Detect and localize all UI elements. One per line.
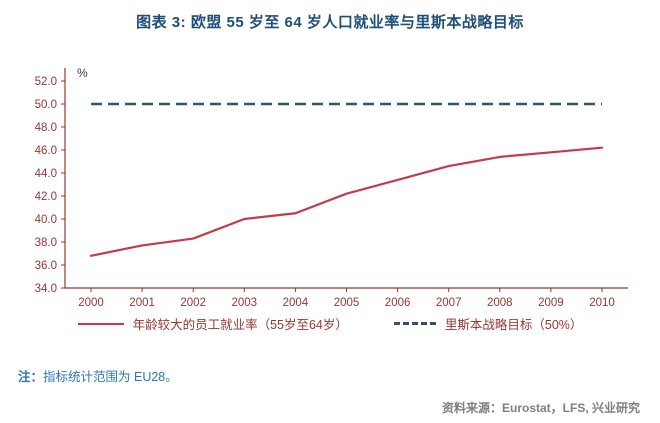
svg-text:2001: 2001: [129, 297, 155, 308]
svg-text:2000: 2000: [78, 297, 104, 308]
svg-text:2008: 2008: [487, 297, 513, 308]
chart-legend: 年龄较大的员工就业率（55岁至64岁） 里斯本战略目标（50%）: [0, 314, 660, 333]
svg-text:2003: 2003: [232, 297, 258, 308]
legend-label-employment-rate: 年龄较大的员工就业率（55岁至64岁）: [132, 318, 348, 332]
legend-solid-line-icon: [77, 322, 124, 325]
chart-title: 图表 3: 欧盟 55 岁至 64 岁人口就业率与里斯本战略目标: [136, 14, 524, 31]
footnote-label: 注：: [18, 370, 44, 384]
legend-dashed-line-icon: [393, 322, 436, 325]
svg-text:48.0: 48.0: [35, 122, 57, 134]
svg-text:40.0: 40.0: [35, 214, 57, 226]
legend-item-lisbon-target: 里斯本战略目标（50%）: [393, 314, 583, 333]
svg-text:%: %: [77, 66, 88, 80]
svg-text:50.0: 50.0: [35, 99, 57, 111]
employment-rate-line-chart: 34.0 36.0 38.0 40.0 42.0 44.0 46.0 48.0 50.0 52.0…: [35, 66, 628, 308]
svg-text:2010: 2010: [589, 297, 615, 308]
svg-text:46.0: 46.0: [35, 145, 57, 157]
footnote-text: 指标统计范围为 EU28。: [43, 370, 178, 384]
svg-text:2009: 2009: [538, 297, 564, 308]
svg-text:52.0: 52.0: [35, 76, 57, 88]
svg-text:2007: 2007: [436, 297, 462, 308]
svg-text:2005: 2005: [334, 297, 360, 308]
legend-item-employment-rate: 年龄较大的员工就业率（55岁至64岁）: [77, 314, 348, 333]
svg-text:38.0: 38.0: [35, 237, 57, 249]
svg-text:2006: 2006: [385, 297, 411, 308]
svg-text:2002: 2002: [180, 297, 206, 308]
svg-text:36.0: 36.0: [35, 260, 57, 272]
svg-text:2004: 2004: [283, 297, 309, 308]
svg-text:42.0: 42.0: [35, 191, 57, 203]
data-source: 资料来源：Eurostat，LFS, 兴业研究: [441, 401, 640, 415]
svg-text:44.0: 44.0: [35, 168, 57, 180]
footnote: 注：指标统计范围为 EU28。: [18, 366, 178, 385]
legend-label-lisbon-target: 里斯本战略目标（50%）: [444, 318, 583, 332]
svg-text:34.0: 34.0: [35, 283, 57, 295]
